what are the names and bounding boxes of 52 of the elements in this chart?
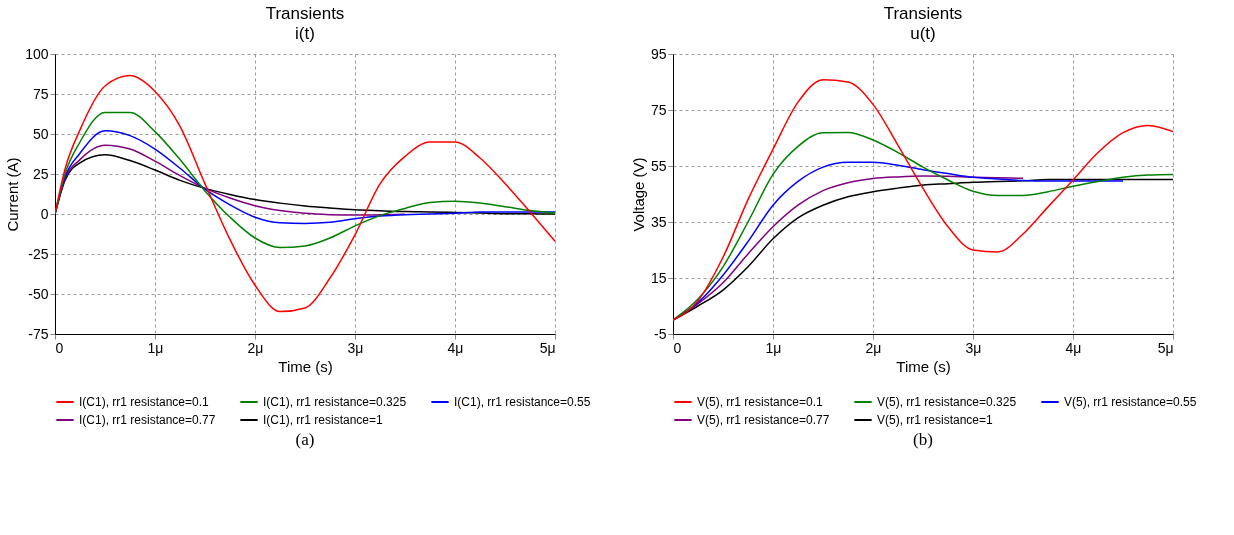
y-tick-label: -75 xyxy=(28,325,49,342)
chart-subtitle: i(t) xyxy=(295,24,315,43)
y-tick-label: -25 xyxy=(28,245,49,262)
legend-label: I(C1), rr1 resistance=0.325 xyxy=(263,395,407,409)
text: (a) xyxy=(295,430,315,449)
line-series xyxy=(673,131,1173,321)
chart-title: Transients xyxy=(265,4,345,23)
x-axis-title: Time (s) xyxy=(896,357,951,375)
legend-label: V(5), rr1 resistance=1 xyxy=(877,413,994,427)
x-tick-label: 0 xyxy=(55,339,64,356)
x-axis-title: Time (s) xyxy=(278,357,333,375)
y-tick-label: 0 xyxy=(40,205,49,222)
y-tick-label: 50 xyxy=(32,125,49,142)
legend-label: V(5), rr1 resistance=0.325 xyxy=(877,395,1017,409)
legend-label: V(5), rr1 resistance=0.1 xyxy=(697,395,824,409)
line-series xyxy=(55,74,555,313)
line-series xyxy=(673,79,1173,321)
x-tick-label: 5μ xyxy=(539,339,556,356)
y-axis-title: Voltage (V) xyxy=(629,157,647,232)
x-tick-label: 1μ xyxy=(765,339,782,356)
x-tick-label: 3μ xyxy=(347,339,364,356)
x-tick-label: 4μ xyxy=(1065,339,1082,356)
line-series xyxy=(55,111,555,249)
y-tick-label: 75 xyxy=(32,85,49,102)
y-tick-label: 25 xyxy=(32,165,49,182)
x-tick-label: 2μ xyxy=(247,339,264,356)
y-tick-label: 35 xyxy=(650,213,667,230)
y-tick-label: 95 xyxy=(650,45,667,62)
text: (b) xyxy=(913,430,933,449)
legend-label: V(5), rr1 resistance=0.55 xyxy=(1064,395,1197,409)
x-tick-label: 0 xyxy=(673,339,682,356)
x-tick-label: 5μ xyxy=(1157,339,1174,356)
legend-label: I(C1), rr1 resistance=0.55 xyxy=(454,395,591,409)
y-tick-label: 75 xyxy=(650,101,667,118)
y-tick-label: -5 xyxy=(654,325,667,342)
line-series xyxy=(55,154,555,215)
x-tick-label: 3μ xyxy=(965,339,982,356)
chart-title: Transients xyxy=(883,4,963,23)
y-tick-label: 55 xyxy=(650,157,667,174)
x-tick-label: 1μ xyxy=(147,339,164,356)
legend-label: I(C1), rr1 resistance=0.77 xyxy=(79,413,216,427)
x-tick-label: 2μ xyxy=(865,339,882,356)
x-tick-label: 4μ xyxy=(447,339,464,356)
legend-label: I(C1), rr1 resistance=0.1 xyxy=(79,395,210,409)
y-tick-label: 15 xyxy=(650,269,667,286)
chart-subtitle: u(t) xyxy=(910,24,936,43)
y-tick-label: -50 xyxy=(28,285,49,302)
y-tick-label: 100 xyxy=(25,45,49,62)
legend-label: I(C1), rr1 resistance=1 xyxy=(263,413,384,427)
y-axis-title: Current (A) xyxy=(4,157,22,232)
line-series xyxy=(55,130,555,225)
legend-label: V(5), rr1 resistance=0.77 xyxy=(697,413,830,427)
